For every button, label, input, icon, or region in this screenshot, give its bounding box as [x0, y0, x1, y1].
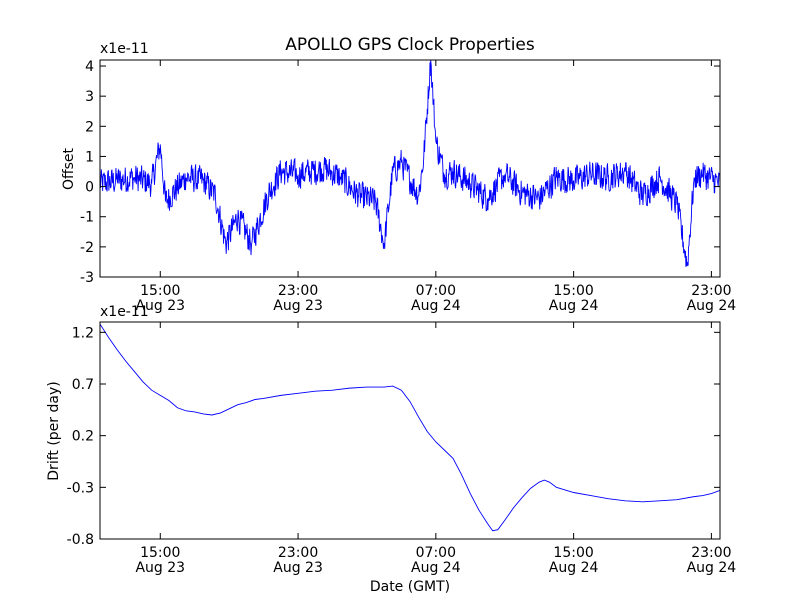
- offset-x-tick-date-label: Aug 24: [549, 298, 599, 314]
- drift-exponent-label: x1e-11: [100, 304, 149, 320]
- drift-panel: x1e-11 Drift (per day) -0.8 -0.3 0.2 0.7 1.2…: [46, 304, 736, 595]
- offset-x-tick-date-label: Aug 23: [273, 298, 323, 314]
- drift-y-tick-label: -0.3: [67, 480, 94, 496]
- offset-y-tick-label: 1: [85, 149, 94, 165]
- offset-x-tick-time-label: 15:00: [553, 283, 593, 299]
- drift-y-axis-label: Drift (per day): [46, 381, 62, 480]
- drift-x-tick-time-label: 07:00: [416, 545, 456, 561]
- offset-plot-frame: [99, 59, 721, 278]
- drift-x-tick-date-label: Aug 24: [549, 560, 599, 576]
- offset-y-tick-label: -2: [80, 240, 94, 256]
- offset-x-tick-date-label: Aug 23: [135, 298, 185, 314]
- offset-x-tick-time-label: 23:00: [691, 283, 731, 299]
- offset-y-tick-label: 2: [85, 119, 94, 135]
- drift-x-tick-time-label: 15:00: [553, 545, 593, 561]
- offset-x-tick-time-label: 23:00: [278, 283, 318, 299]
- offset-x-tick-date-label: Aug 24: [687, 298, 737, 314]
- offset-x-tick-date-label: Aug 24: [411, 298, 461, 314]
- drift-x-tick-time-label: 23:00: [278, 545, 318, 561]
- drift-x-tick-time-label: 23:00: [691, 545, 731, 561]
- offset-y-tick-label: -1: [80, 210, 94, 226]
- drift-plot-frame: [99, 321, 721, 540]
- offset-y-tick-label: 0: [85, 180, 94, 196]
- drift-x-tick-date-label: Aug 24: [411, 560, 461, 576]
- drift-series-line: [100, 323, 720, 532]
- offset-series-layer: [100, 60, 720, 267]
- drift-y-tick-label: 1.2: [72, 325, 94, 341]
- drift-y-tick-label: 0.7: [72, 377, 94, 393]
- drift-x-tick-date-label: Aug 24: [687, 560, 737, 576]
- drift-x-tick-time-label: 15:00: [140, 545, 180, 561]
- drift-y-tick-label: 0.2: [72, 429, 94, 445]
- drift-x-tick-date-label: Aug 23: [135, 560, 185, 576]
- offset-y-tick-label: -3: [80, 270, 94, 286]
- offset-y-tick-label: 3: [85, 89, 94, 105]
- offset-series-line: [100, 60, 720, 267]
- offset-y-tick-label: 4: [85, 59, 94, 75]
- offset-exponent-label: x1e-11: [100, 41, 149, 57]
- offset-x-tick-time-label: 07:00: [416, 283, 456, 299]
- chart-title: APOLLO GPS Clock Properties: [285, 35, 535, 55]
- x-axis-label: Date (GMT): [370, 579, 450, 595]
- offset-x-tick-time-label: 15:00: [140, 283, 180, 299]
- drift-series-layer: [100, 323, 720, 532]
- drift-x-tick-date-label: Aug 23: [273, 560, 323, 576]
- offset-y-axis-label: Offset: [61, 147, 77, 190]
- drift-y-tick-label: -0.8: [67, 532, 94, 548]
